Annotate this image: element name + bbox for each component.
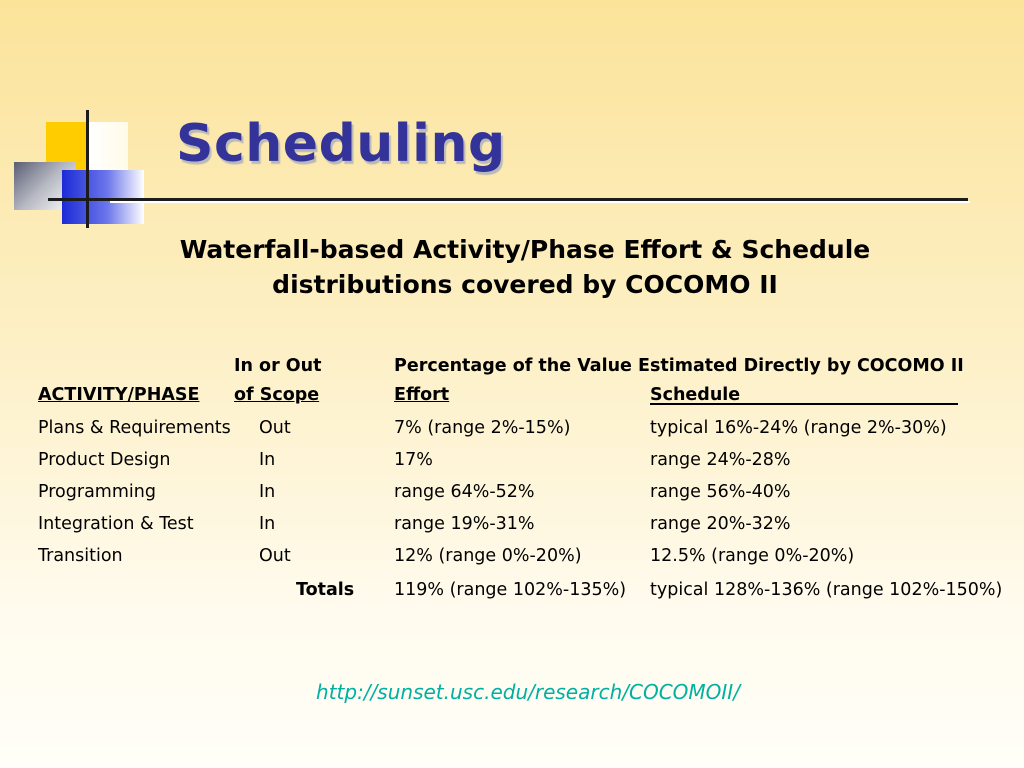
decor-vertical-line	[86, 110, 89, 228]
header-scope-line1: In or Out	[234, 356, 322, 376]
title-divider-highlight	[110, 201, 970, 203]
header-activity-phase: ACTIVITY/PHASE	[38, 385, 200, 405]
row-schedule: range 20%-32%	[650, 514, 791, 534]
row-schedule: range 56%-40%	[650, 482, 791, 502]
totals-schedule: typical 128%-136% (range 102%-150%)	[650, 580, 1003, 600]
subtitle-line-1: Waterfall-based Activity/Phase Effort & …	[179, 235, 871, 264]
row-schedule: range 24%-28%	[650, 450, 791, 470]
row-schedule: 12.5% (range 0%-20%)	[650, 546, 855, 566]
row-effort: range 19%-31%	[394, 514, 535, 534]
row-activity: Transition	[38, 546, 123, 566]
row-activity: Integration & Test	[38, 514, 194, 534]
header-scope-line2: of Scope	[234, 385, 320, 405]
row-effort: range 64%-52%	[394, 482, 535, 502]
row-schedule: typical 16%-24% (range 2%-30%)	[650, 418, 947, 438]
row-effort: 17%	[394, 450, 433, 470]
header-percentage: Percentage of the Value Estimated Direct…	[394, 356, 964, 376]
row-effort: 12% (range 0%-20%)	[394, 546, 582, 566]
slide-title: Scheduling	[176, 114, 506, 174]
decor-blue-square	[62, 170, 144, 224]
row-scope: Out	[259, 418, 291, 438]
row-activity: Programming	[38, 482, 156, 502]
header-schedule: Schedule	[650, 385, 741, 405]
row-activity: Plans & Requirements	[38, 418, 231, 438]
totals-label: Totals	[296, 580, 355, 600]
row-effort: 7% (range 2%-15%)	[394, 418, 571, 438]
reference-url[interactable]: http://sunset.usc.edu/research/COCOMOII/	[316, 680, 740, 704]
row-scope: In	[259, 450, 276, 470]
row-scope: In	[259, 482, 276, 502]
decor-white-square	[88, 122, 128, 170]
row-activity: Product Design	[38, 450, 171, 470]
title-divider-line	[48, 198, 968, 201]
schedule-header-underline	[650, 403, 958, 405]
totals-effort: 119% (range 102%-135%)	[394, 580, 627, 600]
header-effort: Effort	[394, 385, 450, 405]
subtitle-line-2: distributions covered by COCOMO II	[272, 270, 778, 299]
row-scope: Out	[259, 546, 291, 566]
slide-subtitle: Waterfall-based Activity/Phase Effort & …	[130, 232, 920, 302]
row-scope: In	[259, 514, 276, 534]
